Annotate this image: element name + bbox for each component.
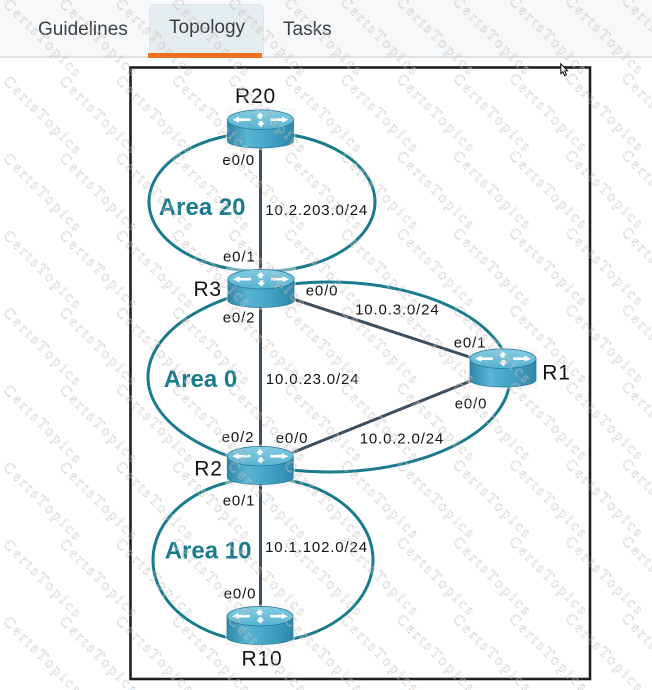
svg-text:Area 20: Area 20 xyxy=(159,194,246,221)
svg-text:e0/0: e0/0 xyxy=(224,585,257,602)
svg-text:Area 10: Area 10 xyxy=(165,538,252,565)
svg-text:R3: R3 xyxy=(193,278,221,301)
svg-text:R1: R1 xyxy=(542,361,570,384)
svg-text:Area 0: Area 0 xyxy=(164,366,237,393)
svg-text:e0/0: e0/0 xyxy=(276,430,309,447)
svg-text:R10: R10 xyxy=(242,648,283,671)
svg-text:e0/0: e0/0 xyxy=(306,282,339,299)
svg-text:e0/1: e0/1 xyxy=(223,492,256,509)
svg-text:10.2.203.0/24: 10.2.203.0/24 xyxy=(265,202,368,219)
svg-text:10.0.3.0/24: 10.0.3.0/24 xyxy=(355,301,439,318)
svg-text:10.0.23.0/24: 10.0.23.0/24 xyxy=(266,371,360,388)
svg-text:10.1.102.0/24: 10.1.102.0/24 xyxy=(265,539,368,556)
svg-text:e0/1: e0/1 xyxy=(454,334,487,351)
svg-text:e0/2: e0/2 xyxy=(222,429,255,446)
svg-text:e0/1: e0/1 xyxy=(223,248,256,265)
svg-text:e0/2: e0/2 xyxy=(223,309,256,326)
svg-text:e0/0: e0/0 xyxy=(455,395,488,412)
svg-text:e0/0: e0/0 xyxy=(222,152,255,169)
svg-text:R20: R20 xyxy=(235,85,276,108)
svg-text:10.0.2.0/24: 10.0.2.0/24 xyxy=(360,431,444,448)
svg-text:R2: R2 xyxy=(194,457,222,480)
